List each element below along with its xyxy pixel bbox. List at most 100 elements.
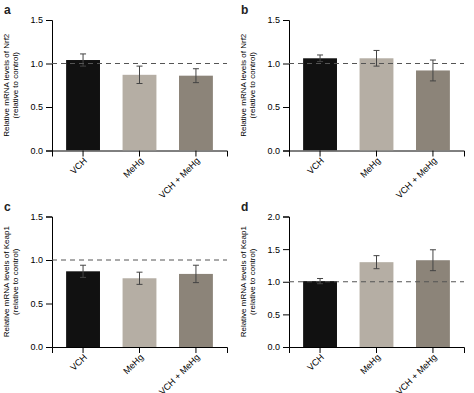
y-tick-mark bbox=[46, 151, 52, 152]
y-tick-label: 0.5 bbox=[30, 102, 43, 112]
error-bar bbox=[193, 69, 199, 83]
x-tick: VCH bbox=[68, 347, 89, 373]
marks bbox=[289, 250, 464, 347]
marks bbox=[52, 54, 227, 151]
y-axis: 0.00.51.01.5 bbox=[30, 15, 52, 156]
bar bbox=[360, 262, 394, 347]
y-tick: 1.5 bbox=[267, 15, 289, 25]
y-tick: 1.5 bbox=[267, 245, 289, 255]
bar bbox=[179, 274, 213, 347]
y-tick-mark bbox=[283, 107, 289, 108]
y-tick: 0.0 bbox=[267, 146, 289, 156]
x-tick-label: VCH bbox=[305, 352, 326, 373]
x-tick-mark bbox=[195, 347, 196, 353]
x-tick-mark bbox=[195, 151, 196, 157]
x-tick-label: VCH bbox=[68, 352, 89, 373]
x-tick-label: MeHg bbox=[358, 352, 382, 376]
bar bbox=[123, 75, 157, 151]
bar bbox=[416, 70, 450, 150]
bar bbox=[123, 278, 157, 347]
x-axis: VCHMeHgVCH + MeHg bbox=[53, 151, 228, 201]
bar bbox=[179, 76, 213, 151]
y-axis-label-line: Relative mRNA levels of Keap1 bbox=[2, 226, 11, 338]
y-axis: 0.0 0.5 1.0 1.5 2.0 bbox=[267, 212, 289, 353]
bar bbox=[66, 271, 100, 347]
error-bar bbox=[374, 256, 380, 269]
x-tick-label: VCH + MeHg bbox=[394, 156, 439, 201]
y-tick-mark bbox=[283, 347, 289, 348]
panel-label: c bbox=[4, 200, 11, 214]
y-axis-label: Relative mRNA levels of Keap1(relative t… bbox=[2, 226, 20, 338]
y-tick: 1.0 bbox=[267, 59, 289, 69]
bar bbox=[303, 58, 337, 150]
marks bbox=[52, 260, 227, 347]
x-tick: VCH + MeHg bbox=[394, 347, 439, 393]
y-tick: 1.5 bbox=[30, 15, 52, 25]
x-tick: MeHg bbox=[358, 151, 382, 180]
x-axis-line bbox=[290, 151, 465, 157]
reference-line bbox=[289, 281, 464, 282]
x-tick: VCH bbox=[68, 151, 89, 177]
error-bar bbox=[137, 272, 143, 284]
x-tick-mark bbox=[376, 347, 377, 353]
y-tick-label: 2.0 bbox=[267, 212, 280, 222]
y-tick-label: 1.0 bbox=[30, 255, 43, 265]
x-tick: VCH bbox=[305, 151, 326, 177]
y-tick-mark bbox=[46, 64, 52, 65]
x-axis-line bbox=[53, 151, 228, 157]
y-tick-mark bbox=[46, 260, 52, 261]
y-tick-label: 0.5 bbox=[267, 102, 280, 112]
error-bar bbox=[193, 265, 199, 282]
plot: 0.0 0.5 1.0 1.5 VCH MeHg VCH + MeHg Relative mR… bbox=[239, 15, 465, 200]
y-tick: 1.5 bbox=[30, 212, 52, 222]
y-tick-label: 1.5 bbox=[267, 15, 280, 25]
x-axis: VCHMeHgVCH + MeHg bbox=[53, 347, 228, 393]
panel: 0.0 0.5 1.0 1.5 2.0 VCH MeHg VCH + MeHg Relative… bbox=[239, 200, 465, 393]
y-tick-mark bbox=[46, 20, 52, 21]
y-tick-label: 0.5 bbox=[267, 310, 280, 320]
x-tick: MeHg bbox=[121, 151, 145, 180]
y-tick: 0.0 bbox=[30, 342, 52, 352]
x-axis: VCH MeHg VCH + MeHg bbox=[290, 347, 465, 393]
x-tick-mark bbox=[83, 347, 84, 353]
bar bbox=[66, 60, 100, 150]
x-tick-label: VCH + MeHg bbox=[394, 352, 439, 393]
reference-line bbox=[52, 260, 227, 261]
x-tick-mark bbox=[320, 347, 321, 353]
y-tick: 0.5 bbox=[30, 102, 52, 112]
error-bar bbox=[317, 55, 323, 62]
x-tick-label: VCH bbox=[68, 156, 89, 177]
y-axis-line bbox=[283, 217, 290, 348]
x-tick-mark bbox=[432, 151, 433, 157]
x-tick: VCH + MeHg bbox=[394, 151, 439, 201]
y-tick-label: 0.0 bbox=[30, 146, 43, 156]
reference-line bbox=[289, 63, 464, 64]
y-axis-label-line: Relative mRNA levels of Keap1 bbox=[239, 226, 248, 338]
marks bbox=[289, 50, 464, 150]
y-axis-label-line: Relative mRNA levels of Nrf2 bbox=[2, 33, 11, 137]
x-tick: MeHg bbox=[121, 347, 145, 376]
y-tick-mark bbox=[46, 107, 52, 108]
plot: 0.0 0.5 1.0 1.5 2.0 VCH MeHg VCH + MeHg Relative… bbox=[239, 212, 465, 393]
bar bbox=[416, 260, 450, 347]
x-axis-line bbox=[290, 348, 465, 354]
x-axis-line bbox=[53, 348, 228, 354]
y-tick-mark bbox=[283, 217, 289, 218]
error-bar bbox=[80, 265, 86, 277]
y-tick-label: 0.0 bbox=[267, 342, 280, 352]
panel: 0.00.51.01.5VCHMeHgVCH + MeHgRelative mR… bbox=[2, 3, 228, 200]
x-tick-mark bbox=[432, 347, 433, 353]
error-bar bbox=[317, 278, 323, 283]
y-tick: 1.0 bbox=[30, 255, 52, 265]
x-tick-mark bbox=[83, 151, 84, 157]
y-tick-label: 1.5 bbox=[30, 15, 43, 25]
y-tick-label: 0.0 bbox=[30, 342, 43, 352]
panel-label: b bbox=[241, 3, 248, 17]
y-tick-label: 1.0 bbox=[267, 277, 280, 287]
y-tick: 2.0 bbox=[267, 212, 289, 222]
y-tick: 1.0 bbox=[267, 277, 289, 287]
y-axis-label: Relative mRNA levels of Nrf2(relative to… bbox=[239, 33, 257, 137]
y-axis-line bbox=[46, 217, 53, 348]
y-axis-label-line: (relative to control) bbox=[11, 248, 20, 315]
x-tick-label: VCH bbox=[305, 156, 326, 177]
